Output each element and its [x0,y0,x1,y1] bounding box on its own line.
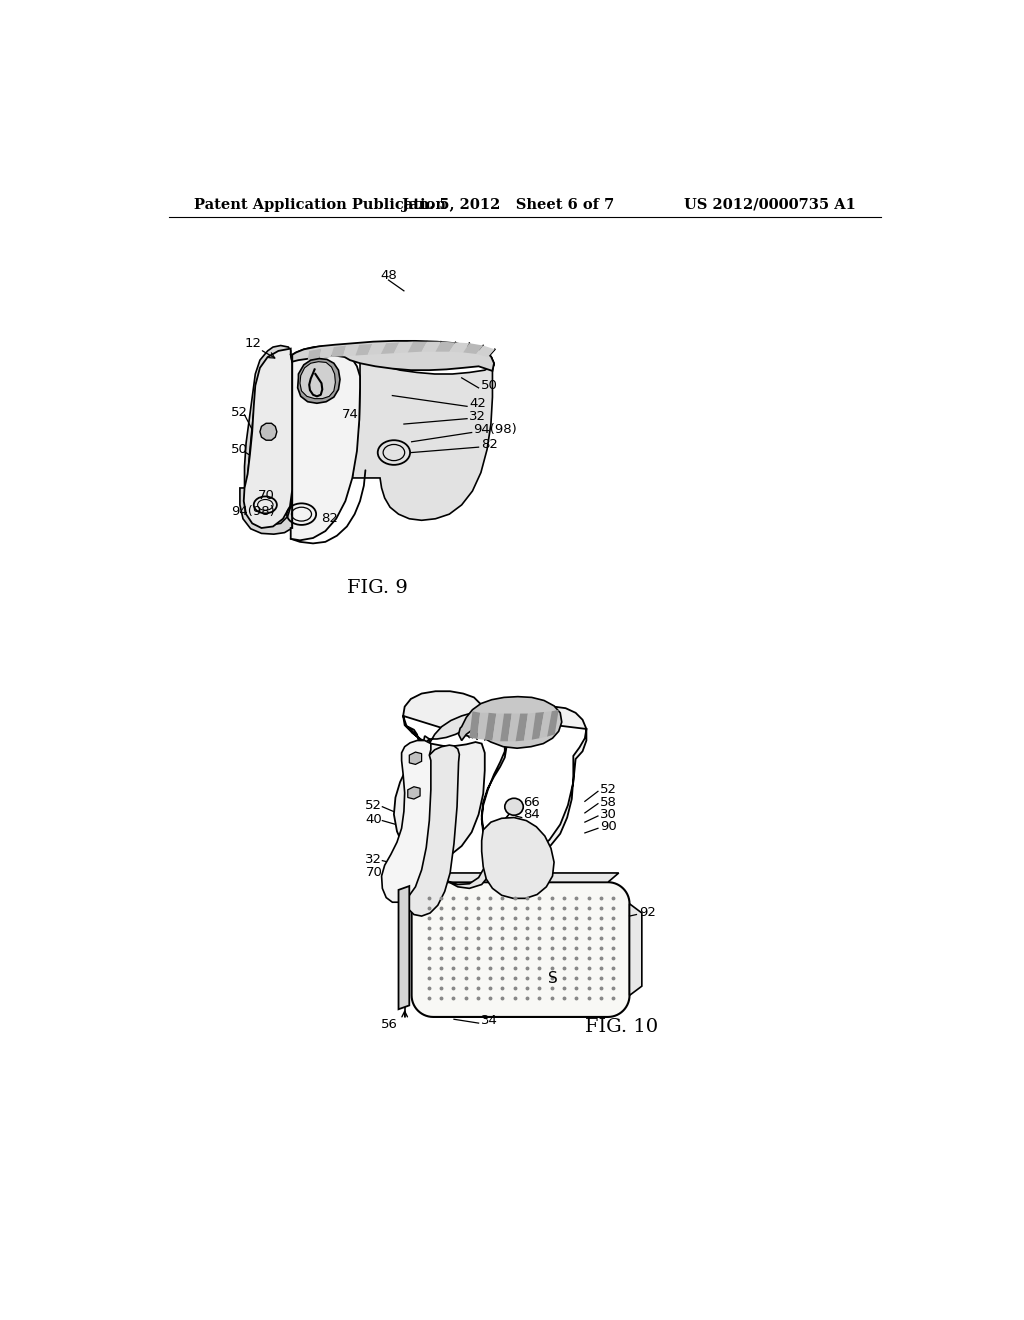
Text: 32: 32 [469,409,486,422]
Text: 52: 52 [366,799,382,812]
Polygon shape [403,743,460,916]
Polygon shape [450,342,469,352]
Text: 34: 34 [481,1014,498,1027]
Text: 94(98): 94(98) [230,504,274,517]
Text: 56: 56 [381,1018,397,1031]
Polygon shape [298,359,340,404]
Polygon shape [319,347,334,359]
Text: 52: 52 [600,783,617,796]
Polygon shape [531,711,544,739]
Polygon shape [500,714,512,742]
Polygon shape [540,711,552,738]
Text: 50: 50 [230,444,248,455]
Text: 12: 12 [245,337,261,350]
Polygon shape [343,345,359,356]
Polygon shape [630,904,642,995]
Polygon shape [412,882,630,1016]
Text: FIG. 9: FIG. 9 [346,579,408,597]
Text: 82: 82 [322,512,338,525]
Text: 42: 42 [469,397,486,409]
Polygon shape [435,342,456,351]
Text: 32: 32 [366,853,382,866]
Polygon shape [410,752,422,764]
Polygon shape [493,714,504,742]
Text: 52: 52 [230,407,248,418]
Polygon shape [481,706,587,859]
Polygon shape [291,346,360,540]
Polygon shape [240,346,292,535]
Polygon shape [300,362,336,399]
Polygon shape [260,424,276,441]
Polygon shape [381,342,399,354]
Text: FIG. 10: FIG. 10 [585,1018,658,1036]
Polygon shape [331,346,346,358]
Text: 70: 70 [366,866,382,879]
Text: 48: 48 [381,269,397,282]
Text: 50: 50 [481,379,498,392]
Text: 58: 58 [600,796,617,809]
Text: 66: 66 [523,796,540,809]
Polygon shape [515,714,528,742]
Text: Patent Application Publication: Patent Application Publication [194,198,445,211]
Polygon shape [398,886,410,1010]
Text: 90: 90 [600,820,617,833]
Text: 94(98): 94(98) [473,422,517,436]
Polygon shape [382,741,431,903]
Polygon shape [394,342,413,354]
Polygon shape [508,714,520,742]
Polygon shape [484,713,497,741]
Ellipse shape [505,799,523,816]
Polygon shape [463,343,483,354]
Polygon shape [307,348,322,360]
Polygon shape [524,713,536,741]
Polygon shape [430,873,618,882]
Polygon shape [469,711,480,739]
Polygon shape [459,697,562,748]
Polygon shape [477,713,488,739]
Text: 12: 12 [475,709,493,722]
Text: S: S [548,972,558,986]
Polygon shape [481,817,554,899]
Polygon shape [408,787,420,799]
Polygon shape [422,711,490,888]
Polygon shape [355,345,373,355]
Text: 70: 70 [258,490,274,502]
Text: 82: 82 [481,438,498,451]
Text: 74: 74 [342,408,359,421]
Text: 92: 92 [639,907,655,920]
Polygon shape [476,346,495,358]
Polygon shape [292,341,494,371]
Text: 84: 84 [523,808,540,821]
Text: 30: 30 [600,808,617,821]
Polygon shape [368,343,386,355]
Text: 40: 40 [366,813,382,825]
Polygon shape [352,356,494,520]
Polygon shape [408,342,427,352]
Text: US 2012/0000735 A1: US 2012/0000735 A1 [684,198,856,211]
Polygon shape [244,348,292,528]
Text: Jan. 5, 2012   Sheet 6 of 7: Jan. 5, 2012 Sheet 6 of 7 [401,198,614,211]
Polygon shape [394,692,484,859]
Polygon shape [422,342,441,351]
Polygon shape [547,710,559,737]
